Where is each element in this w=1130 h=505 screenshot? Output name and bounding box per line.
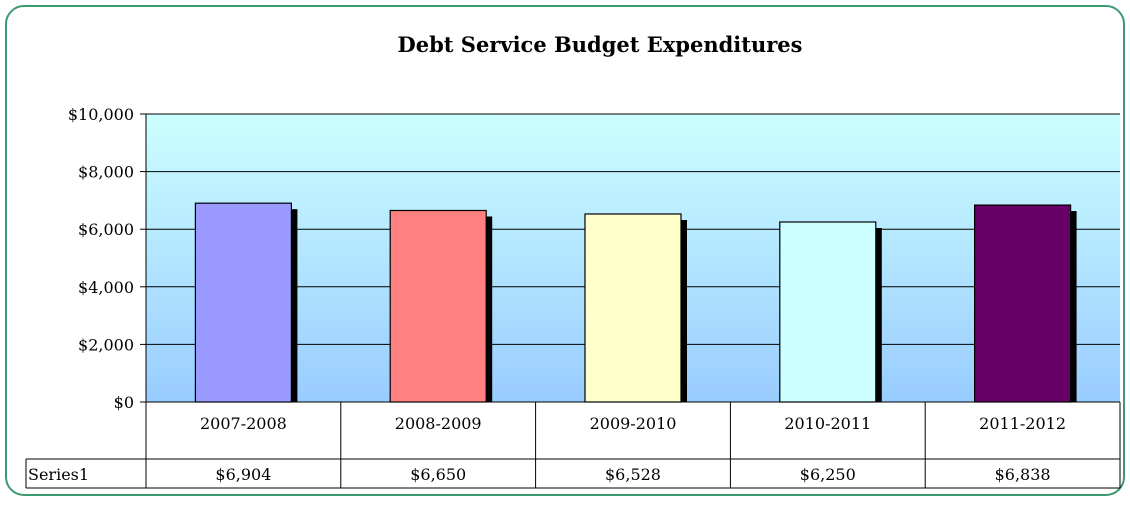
value-cell: $6,650 [410, 465, 466, 484]
category-label: 2007-2008 [200, 414, 287, 433]
y-axis-ticks: $0 $2,000 $4,000 $6,000 $8,000 $10,000 [68, 105, 147, 412]
bar [779, 221, 877, 403]
category-label: 2009-2010 [590, 414, 677, 433]
bars [194, 202, 1077, 403]
y-tick-label: $6,000 [78, 220, 134, 239]
category-label: 2010-2011 [784, 414, 871, 433]
bar [584, 213, 682, 403]
value-cell: $6,528 [605, 465, 661, 484]
data-table: Series1 2007-2008 $6,904 2008-2009 $6,650 200… [25, 401, 1121, 489]
y-tick-label: $10,000 [68, 105, 134, 124]
value-cell: $6,904 [215, 465, 271, 484]
y-tick-label: $2,000 [78, 335, 134, 354]
y-tick-label: $4,000 [78, 278, 134, 297]
bar [389, 209, 487, 403]
category-label: 2011-2012 [979, 414, 1066, 433]
value-cell: $6,250 [800, 465, 856, 484]
series-name-cell: Series1 [28, 465, 89, 484]
bar [973, 204, 1072, 403]
category-label: 2008-2009 [395, 414, 482, 433]
value-cell: $6,838 [995, 465, 1051, 484]
chart-title: Debt Service Budget Expenditures [398, 32, 803, 57]
y-tick-label: $8,000 [78, 163, 134, 182]
bar [194, 202, 292, 403]
y-tick-label: $0 [114, 393, 134, 412]
